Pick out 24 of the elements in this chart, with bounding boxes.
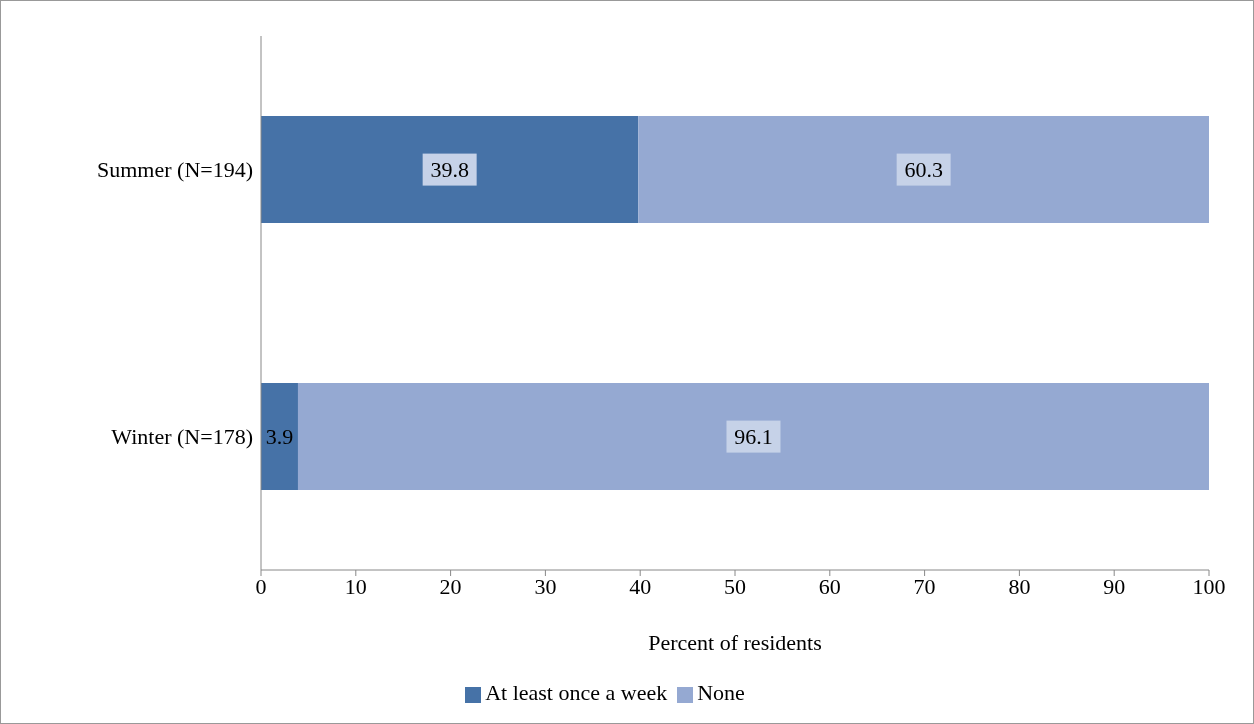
legend-label: None xyxy=(697,680,745,705)
x-tick-label: 60 xyxy=(818,573,841,599)
bar xyxy=(261,383,298,491)
y-tick-label: Winter (N=178) xyxy=(111,424,253,450)
x-tick-label: 10 xyxy=(344,573,367,599)
x-tick-label: 80 xyxy=(1008,573,1031,599)
data-label: 60.3 xyxy=(904,157,943,183)
bar xyxy=(638,116,1209,224)
x-tick-label: 50 xyxy=(724,573,746,599)
x-tick-label: 30 xyxy=(534,573,557,599)
legend-label: At least once a week xyxy=(485,680,668,705)
x-tick-label: 40 xyxy=(629,573,652,599)
x-tick-label: 90 xyxy=(1103,573,1126,599)
data-label: 39.8 xyxy=(430,157,469,183)
x-tick-label: 0 xyxy=(255,573,267,599)
data-label: 96.1 xyxy=(734,424,773,450)
x-axis-title: Percent of residents xyxy=(648,630,822,655)
x-tick-label: 20 xyxy=(439,573,462,599)
x-tick-label: 100 xyxy=(1192,573,1226,599)
bar xyxy=(297,383,1209,491)
bar xyxy=(261,116,639,224)
data-label: 3.9 xyxy=(265,424,294,450)
x-tick-label: 70 xyxy=(913,573,936,599)
y-tick-label: Summer (N=194) xyxy=(97,157,253,183)
